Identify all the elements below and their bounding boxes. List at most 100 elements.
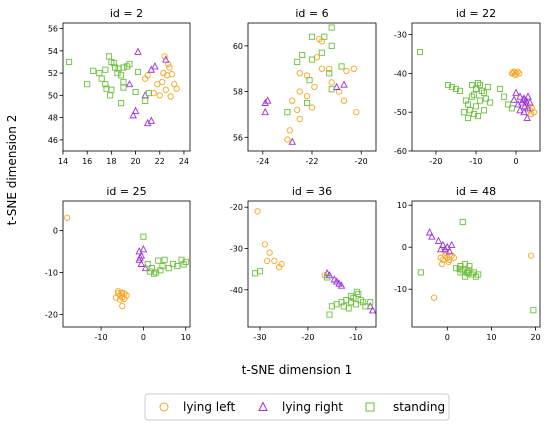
y-tick-label: 60 <box>233 42 243 51</box>
point-lying-right <box>522 96 530 104</box>
point-standing <box>180 261 187 268</box>
point-standing <box>459 218 466 226</box>
x-tick-label: -24 <box>256 157 269 166</box>
point-standing <box>102 66 109 73</box>
point-standing <box>318 49 325 56</box>
point-standing <box>328 24 335 31</box>
point-lying-left <box>350 65 357 72</box>
point-lying-left <box>154 81 161 88</box>
panel-title: id = 2 <box>110 7 143 20</box>
panel-title: id = 22 <box>456 7 496 20</box>
point-lying-left <box>528 111 535 118</box>
point-standing <box>140 233 147 240</box>
point-standing <box>118 100 125 107</box>
point-lying-left <box>526 107 534 114</box>
point-standing <box>470 111 478 118</box>
point-standing <box>462 97 470 104</box>
point-lying-left <box>438 260 446 268</box>
point-lying-left <box>278 261 285 268</box>
point-lying-right <box>131 106 140 114</box>
y-tick-label: -50 <box>394 108 407 117</box>
y-tick-label: -60 <box>394 147 407 156</box>
point-lying-right <box>143 118 152 127</box>
point-standing <box>355 290 362 298</box>
y-axis-label: t-SNE dimension 2 <box>5 115 19 226</box>
point-standing <box>472 85 480 92</box>
point-standing <box>484 83 492 91</box>
point-standing <box>500 93 508 100</box>
point-standing <box>144 260 151 268</box>
point-standing <box>486 99 494 106</box>
point-standing <box>126 61 133 68</box>
point-standing <box>452 85 460 92</box>
point-lying-left <box>118 289 125 296</box>
series-standing <box>417 218 537 314</box>
point-standing <box>326 311 333 318</box>
y-tick-label: 56 <box>48 25 58 34</box>
point-lying-left <box>516 70 523 77</box>
point-lying-right <box>445 247 454 255</box>
point-lying-left <box>150 89 157 97</box>
series-lying-right <box>323 269 376 314</box>
point-standing <box>110 60 117 67</box>
point-standing <box>321 33 328 40</box>
x-tick-label: 14 <box>58 157 68 166</box>
panel-id-6: id = 6 -24 -22 -20 56 58 60 <box>233 7 377 166</box>
point-lying-right <box>524 92 532 100</box>
series-lying-left <box>284 35 360 143</box>
point-standing <box>120 78 127 86</box>
point-lying-right <box>443 242 452 251</box>
point-standing <box>470 91 478 98</box>
point-lying-right <box>139 245 148 253</box>
point-lying-right <box>151 62 159 70</box>
x-tick-label: 18 <box>106 157 116 166</box>
series-standing <box>140 233 189 277</box>
point-standing <box>328 86 335 93</box>
point-standing <box>478 87 486 94</box>
series-lying-right <box>125 47 170 127</box>
panel-title: id = 36 <box>292 185 332 198</box>
point-lying-left <box>430 294 438 301</box>
legend-entry-lying-left: lying left <box>159 400 236 414</box>
legend-marker-lying-right <box>258 401 268 411</box>
y-tick-label: 46 <box>48 136 58 145</box>
point-standing <box>174 263 181 270</box>
point-lying-right <box>141 91 149 99</box>
y-tick-label: 0 <box>402 243 407 252</box>
x-tick-label: -10 <box>469 157 482 166</box>
point-standing <box>161 256 168 263</box>
panel-id-2: id = 2 14 16 18 20 22 24 46 48 50 52 54 56 <box>48 7 191 166</box>
point-standing <box>159 263 166 270</box>
panels: id = 2 14 16 18 20 22 24 46 48 50 52 54 56 id = 6 -24 -… <box>45 7 541 342</box>
point-standing <box>464 114 472 122</box>
point-lying-right <box>366 302 374 310</box>
point-lying-right <box>520 107 528 116</box>
point-lying-right <box>425 228 434 236</box>
y-tick-label: -30 <box>230 245 243 254</box>
legend-label-lying-left: lying left <box>183 400 236 414</box>
point-lying-left <box>512 71 519 79</box>
point-standing <box>474 80 482 87</box>
point-lying-right <box>141 263 150 272</box>
point-lying-right <box>261 98 269 106</box>
x-tick-label: 22 <box>155 157 165 166</box>
series-lying-left <box>508 68 538 118</box>
y-tick-label: 0 <box>53 226 58 235</box>
point-standing <box>352 301 359 308</box>
x-tick-label: 20 <box>530 333 540 342</box>
panel-marks <box>261 24 360 145</box>
point-lying-left <box>508 70 516 77</box>
point-standing <box>460 109 468 116</box>
y-tick-label: -10 <box>45 268 58 277</box>
point-lying-left <box>340 97 348 104</box>
point-lying-right <box>524 104 532 112</box>
x-tick-label: -30 <box>253 333 266 342</box>
series-lying-left <box>64 214 130 310</box>
point-lying-left <box>528 252 535 259</box>
point-standing <box>328 303 335 310</box>
point-standing <box>466 263 473 270</box>
panel-frame <box>411 22 541 152</box>
point-standing <box>145 90 152 97</box>
x-tick-label: -20 <box>301 333 314 342</box>
point-standing <box>474 113 482 120</box>
